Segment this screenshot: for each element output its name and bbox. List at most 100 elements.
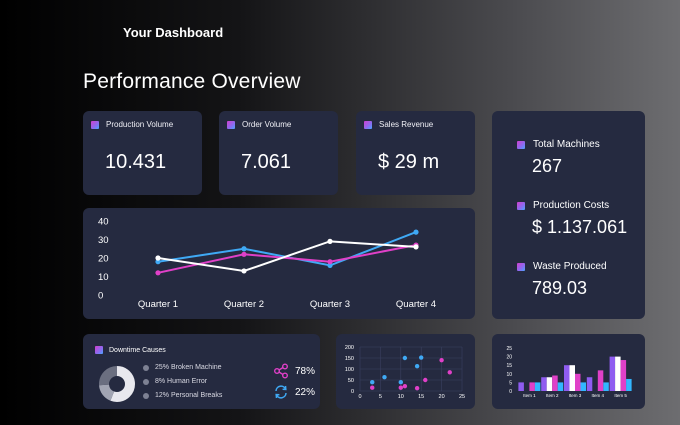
- bar: [586, 377, 593, 391]
- scatter-point: [414, 363, 420, 369]
- downtime-title: Downtime Causes: [109, 346, 166, 354]
- side-stats-card: Total Machines 267 Production Costs $ 1.…: [492, 111, 645, 319]
- bar: [597, 370, 604, 391]
- y-tick-label: 10: [506, 372, 512, 378]
- scatter-point: [398, 380, 403, 385]
- bar-chart: 25 20 15 10 5 0 Item 1 Item 2 Item 3 Item 4 Item 5: [506, 346, 632, 398]
- y-tick-label: 0: [351, 389, 354, 395]
- scatter-point: [419, 355, 424, 360]
- x-tick-label: 10: [398, 394, 404, 400]
- y-tick-label: 5: [509, 380, 512, 386]
- y-tick-label: 0: [509, 389, 512, 395]
- data-point: [155, 255, 161, 261]
- scatter-point: [414, 385, 420, 391]
- scatter-point: [370, 380, 375, 385]
- series-line: [157, 244, 417, 274]
- scatter-point: [423, 377, 428, 383]
- x-tick-label: Quarter 3: [310, 299, 350, 310]
- scatter-point: [370, 385, 375, 390]
- scatter-point: [439, 358, 444, 363]
- x-tick-label: Item 1: [523, 393, 536, 398]
- bar: [564, 365, 570, 391]
- bar: [557, 382, 564, 391]
- page-title: Performance Overview: [83, 70, 301, 93]
- x-tick-label: Item 2: [546, 393, 559, 398]
- series-square-icon: [517, 262, 525, 271]
- bar: [541, 377, 547, 391]
- kpi-label: Order Volume: [242, 120, 292, 129]
- legend-dot: [143, 364, 149, 371]
- side-stat-label: Total Machines: [533, 139, 600, 150]
- kpi-card-production-volume: Production Volume 10.431: [83, 111, 202, 195]
- scatter-chart-card: 200 150 100 50 0 0 5 10 15 20 25: [336, 334, 475, 409]
- bar: [603, 382, 609, 391]
- y-tick-label: 20: [98, 254, 109, 265]
- legend-item: 8% Human Error: [155, 378, 208, 385]
- y-tick-label: 30: [98, 235, 109, 246]
- pie-slice: [99, 366, 135, 402]
- data-point: [327, 238, 333, 244]
- line-chart: 40 30 20 10 0 Quarter 1 Quarter 2 Quarter 3 Quar…: [98, 217, 436, 311]
- y-tick-label: 20: [506, 355, 512, 361]
- bar: [620, 360, 627, 391]
- side-stat-value: 267: [532, 156, 563, 176]
- series-square-icon: [517, 201, 525, 210]
- data-point: [413, 244, 419, 250]
- bar: [569, 365, 575, 391]
- bar: [626, 378, 632, 391]
- y-tick-label: 25: [506, 346, 512, 352]
- x-tick-label: 25: [459, 394, 465, 400]
- y-tick-label: 0: [98, 291, 103, 302]
- scatter-point: [402, 355, 408, 361]
- series-square-icon: [517, 140, 525, 149]
- side-stat-value: 789.03: [532, 278, 588, 298]
- data-point: [241, 268, 247, 274]
- kpi-value: 7.061: [241, 151, 292, 173]
- bar: [552, 375, 558, 391]
- bar: [529, 382, 535, 391]
- y-tick-label: 100: [345, 367, 354, 373]
- y-tick-label: 40: [98, 217, 109, 228]
- y-tick-label: 50: [348, 378, 354, 384]
- y-tick-label: 150: [345, 356, 354, 362]
- data-point: [241, 246, 247, 252]
- downtime-donut-chart: [99, 366, 135, 402]
- bar: [609, 356, 616, 391]
- scatter-point: [447, 370, 452, 375]
- x-tick-label: 15: [418, 394, 424, 400]
- x-tick-label: Quarter 1: [138, 299, 178, 310]
- data-point: [413, 229, 419, 235]
- y-tick-label: 200: [345, 345, 354, 351]
- x-tick-label: Quarter 4: [396, 299, 436, 310]
- bar: [575, 373, 581, 391]
- x-tick-label: 5: [379, 394, 382, 400]
- data-point: [327, 262, 333, 268]
- y-tick-label: 10: [98, 272, 109, 283]
- series-square-icon: [91, 120, 99, 129]
- bar: [518, 382, 524, 391]
- x-tick-label: Item 3: [569, 393, 582, 398]
- series-square-icon: [95, 346, 103, 354]
- bar: [546, 377, 553, 391]
- x-tick-label: Quarter 2: [224, 299, 264, 310]
- stat-value: 78%: [295, 365, 316, 377]
- kpi-card-order-volume: Order Volume 7.061: [219, 111, 338, 195]
- side-stat-value: $ 1.137.061: [532, 217, 628, 237]
- y-tick-label: 15: [506, 363, 512, 369]
- x-tick-label: 0: [358, 394, 361, 400]
- kpi-value: $ 29 m: [378, 151, 440, 173]
- x-tick-label: 20: [439, 394, 445, 400]
- side-stat-label: Production Costs: [533, 200, 610, 211]
- kpi-label: Production Volume: [106, 120, 174, 129]
- share-icon: [274, 363, 288, 379]
- series-square-icon: [227, 120, 235, 129]
- series-line: [157, 240, 417, 272]
- kpi-label: Sales Revenue: [379, 120, 434, 129]
- data-point: [241, 251, 247, 257]
- side-stat-label: Waste Produced: [533, 261, 607, 272]
- scatter-chart: 200 150 100 50 00 5 10 15 20 25: [345, 345, 465, 400]
- scatter-point: [398, 385, 403, 390]
- x-tick-label: Item 4: [592, 393, 605, 398]
- bar-chart-card: 25 20 15 10 5 0 Item 1 Item 2 Item 3 Item 4 Item 5: [492, 334, 645, 409]
- bar: [580, 382, 586, 391]
